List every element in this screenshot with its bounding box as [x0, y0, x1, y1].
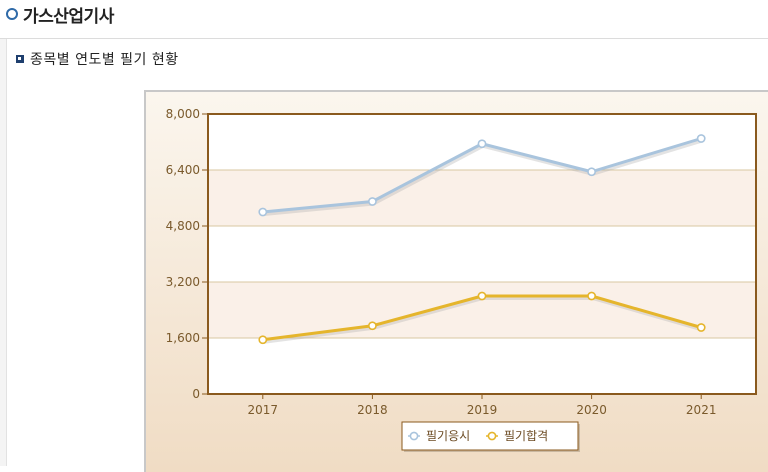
chart-container: 0 1,600 3,200 4,800 6,400 8,000 2017 2018 2019 20… [144, 90, 768, 472]
data-point [258, 335, 268, 345]
y-tick-label: 3,200 [166, 275, 200, 289]
legend-marker [487, 431, 497, 441]
y-tick-label: 4,800 [166, 219, 200, 233]
data-point [367, 197, 377, 206]
data-point [258, 207, 268, 217]
y-tick-label: 8,000 [166, 107, 200, 121]
x-tick-label: 2020 [576, 403, 607, 417]
y-tick-label: 1,600 [166, 331, 200, 345]
data-point [477, 139, 487, 149]
x-tick-label: 2019 [467, 403, 498, 417]
y-tick-label: 0 [192, 387, 200, 401]
page-title-text: 가스산업기사 [23, 6, 114, 27]
square-bullet-icon [16, 55, 24, 63]
data-point [587, 291, 596, 301]
page-title: 가스산업기사 [6, 2, 114, 27]
x-tick-label: 2018 [357, 403, 388, 417]
legend-label: 필기응시 [426, 429, 470, 443]
data-point [367, 321, 377, 331]
x-tick-label: 2017 [248, 403, 279, 417]
legend-marker [409, 431, 419, 441]
data-point [477, 291, 487, 301]
line-chart: 0 1,600 3,200 4,800 6,400 8,000 2017 2018 2019 20… [166, 107, 757, 452]
data-point [696, 134, 706, 143]
y-tick-label: 6,400 [166, 163, 200, 177]
plot-background [208, 114, 756, 394]
title-divider [0, 38, 768, 39]
x-tick-label: 2021 [686, 403, 717, 417]
section-title: 종목별 연도별 필기 현황 [16, 48, 179, 70]
left-sidebar [0, 39, 7, 466]
circle-bullet-icon [6, 8, 18, 20]
grid-band [208, 170, 756, 226]
legend-label: 필기합격 [504, 429, 548, 443]
data-point [587, 167, 596, 177]
section-title-text: 종목별 연도별 필기 현황 [30, 52, 179, 68]
grid-band [208, 282, 756, 338]
data-point [696, 323, 706, 332]
